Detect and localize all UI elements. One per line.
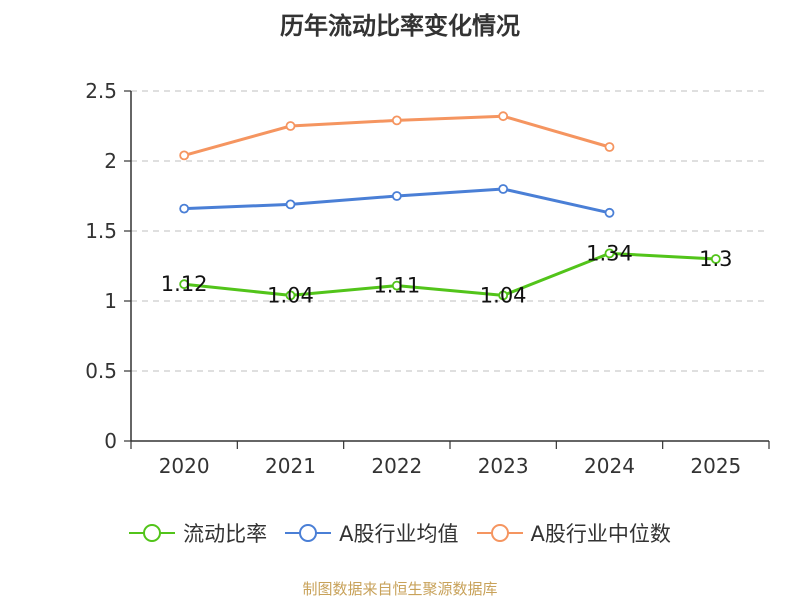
- y-tick-label: 1: [104, 289, 117, 313]
- legend: 流动比率 A股行业均值 A股行业中位数: [0, 518, 800, 548]
- legend-current-ratio-marker-icon: [129, 524, 176, 542]
- axes: 0 0.5 1 1.5 2 2.5 2020 2021 2022 2023 2024 2025: [85, 79, 770, 478]
- legend-label: A股行业均值: [339, 522, 459, 546]
- data-label: 1.34: [586, 241, 633, 265]
- data-labels: 1.12 1.04 1.11 1.04 1.34 1.3: [161, 241, 733, 307]
- x-tick-label: 2024: [584, 454, 635, 478]
- data-point-0[interactable]: [391, 280, 402, 291]
- series: [179, 111, 721, 301]
- data-point-2[interactable]: [391, 115, 402, 126]
- legend-item-industry-mean[interactable]: A股行业均值: [285, 518, 459, 548]
- data-point-2[interactable]: [285, 121, 296, 131]
- data-label: 1.11: [373, 274, 420, 298]
- x-tick-label: 2023: [478, 454, 529, 478]
- data-point-1[interactable]: [285, 199, 296, 210]
- data-point-2[interactable]: [179, 150, 190, 161]
- legend-industry-mean-marker-icon: [285, 524, 332, 542]
- data-source-note: 制图数据来自恒生聚源数据库: [302, 580, 498, 598]
- x-tick-label: 2025: [690, 454, 741, 478]
- y-tick-label: 2: [104, 149, 117, 173]
- data-point-1[interactable]: [604, 207, 615, 218]
- legend-item-industry-median[interactable]: A股行业中位数: [476, 518, 671, 548]
- data-point-1[interactable]: [179, 203, 190, 214]
- x-tick-label: 2022: [371, 454, 422, 478]
- data-point-0[interactable]: [498, 290, 509, 301]
- data-label: 1.04: [480, 283, 527, 307]
- data-point-0[interactable]: [179, 279, 190, 290]
- data-point-0[interactable]: [710, 254, 721, 264]
- y-tick-label: 1.5: [85, 219, 117, 243]
- legend-item-current-ratio[interactable]: 流动比率: [129, 518, 267, 548]
- y-tick-label: 0: [104, 429, 117, 453]
- legend-industry-median-marker-icon: [476, 524, 523, 542]
- y-tick-label: 2.5: [85, 79, 117, 103]
- chart-title: 历年流动比率变化情况: [280, 12, 520, 40]
- data-point-1[interactable]: [391, 191, 402, 201]
- data-point-2[interactable]: [604, 142, 615, 152]
- data-point-2[interactable]: [498, 111, 509, 122]
- data-label: 1.3: [699, 247, 732, 271]
- data-label: 1.12: [161, 272, 208, 296]
- data-point-1[interactable]: [498, 184, 509, 194]
- data-point-0[interactable]: [604, 248, 615, 259]
- grid-lines: [131, 90, 769, 372]
- x-tick-label: 2020: [159, 454, 210, 478]
- data-label: 1.04: [267, 283, 314, 307]
- series-line-0: [184, 251, 716, 297]
- legend-label: 流动比率: [183, 522, 268, 546]
- data-point-0[interactable]: [285, 290, 296, 301]
- y-tick-label: 0.5: [85, 359, 117, 383]
- legend-label: A股行业中位数: [530, 522, 671, 546]
- x-tick-label: 2021: [265, 454, 316, 478]
